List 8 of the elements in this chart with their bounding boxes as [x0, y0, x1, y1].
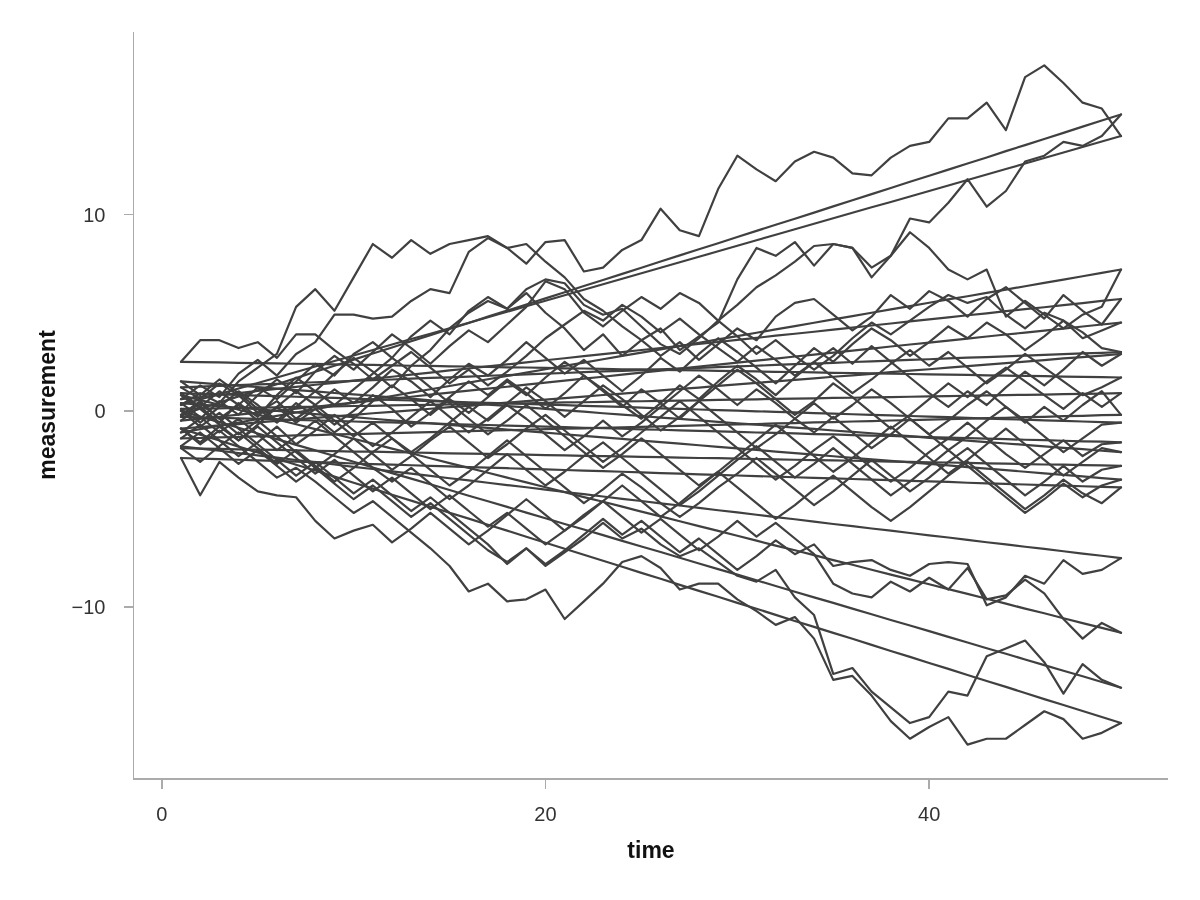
y-axis-title: measurement: [34, 329, 61, 480]
x-axis-title: time: [627, 836, 675, 863]
x-tick-label: 40: [918, 802, 941, 825]
x-tick-label: 20: [534, 802, 557, 825]
y-tick-label: −10: [71, 596, 106, 619]
x-tick-label: 0: [156, 802, 168, 825]
y-tick-label: 0: [94, 399, 106, 422]
y-tick-label: 10: [83, 203, 106, 226]
